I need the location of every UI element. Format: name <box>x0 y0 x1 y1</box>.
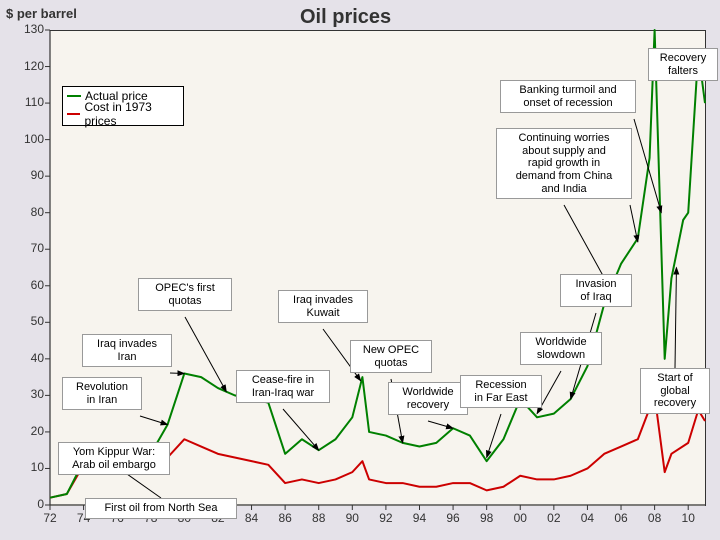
annotation-cease-fire: Cease-fire inIran-Iraq war <box>236 370 330 403</box>
annotation-worldwide-slowdown: Worldwideslowdown <box>520 332 602 365</box>
x-tick: 04 <box>575 511 599 525</box>
annotation-start-global-recovery: Start ofglobalrecovery <box>640 368 710 414</box>
x-tick: 96 <box>441 511 465 525</box>
y-axis-label: $ per barrel <box>6 6 77 21</box>
x-tick: 08 <box>643 511 667 525</box>
y-tick: 70 <box>12 241 44 255</box>
x-tick: 06 <box>609 511 633 525</box>
annotation-banking-turmoil: Banking turmoil andonset of recession <box>500 80 636 113</box>
chart-title: Oil prices <box>300 6 391 29</box>
x-tick: 92 <box>374 511 398 525</box>
annotation-recession-far-east: Recessionin Far East <box>460 375 542 408</box>
y-tick: 130 <box>12 22 44 36</box>
x-tick: 88 <box>307 511 331 525</box>
y-tick: 50 <box>12 314 44 328</box>
x-tick: 98 <box>475 511 499 525</box>
y-tick: 100 <box>12 132 44 146</box>
annotation-opec-quotas: OPEC's firstquotas <box>138 278 232 311</box>
legend-line-icon <box>67 113 80 115</box>
y-tick: 80 <box>12 205 44 219</box>
annotation-revolution-iran: Revolutionin Iran <box>62 377 142 410</box>
x-tick: 84 <box>240 511 264 525</box>
annotation-yom-kippur: Yom Kippur War:Arab oil embargo <box>58 442 170 475</box>
x-tick: 72 <box>38 511 62 525</box>
legend-line-icon <box>67 95 81 97</box>
x-tick: 90 <box>340 511 364 525</box>
x-tick: 02 <box>542 511 566 525</box>
y-tick: 120 <box>12 59 44 73</box>
y-tick: 90 <box>12 168 44 182</box>
y-tick: 0 <box>12 497 44 511</box>
annotation-recovery-falters: Recoveryfalters <box>648 48 718 81</box>
y-tick: 20 <box>12 424 44 438</box>
annotation-invasion-iraq: Invasionof Iraq <box>560 274 632 307</box>
legend-label: Cost in 1973 prices <box>84 100 183 128</box>
y-tick: 60 <box>12 278 44 292</box>
y-tick: 40 <box>12 351 44 365</box>
x-tick: 94 <box>407 511 431 525</box>
chart-container: Oil prices $ per barrel Actual priceCost… <box>0 0 720 540</box>
y-tick: 110 <box>12 95 44 109</box>
y-tick: 10 <box>12 460 44 474</box>
legend-item: Cost in 1973 prices <box>63 105 183 123</box>
annotation-first-north-sea: First oil from North Sea <box>85 498 237 519</box>
annotation-worldwide-recovery: Worldwiderecovery <box>388 382 468 415</box>
y-tick: 30 <box>12 387 44 401</box>
x-tick: 00 <box>508 511 532 525</box>
x-tick: 10 <box>676 511 700 525</box>
legend: Actual priceCost in 1973 prices <box>62 86 184 126</box>
annotation-china-india: Continuing worriesabout supply andrapid … <box>496 128 632 199</box>
x-tick: 86 <box>273 511 297 525</box>
annotation-iraq-kuwait: Iraq invadesKuwait <box>278 290 368 323</box>
annotation-iraq-invades-iran: Iraq invadesIran <box>82 334 172 367</box>
annotation-new-opec: New OPECquotas <box>350 340 432 373</box>
